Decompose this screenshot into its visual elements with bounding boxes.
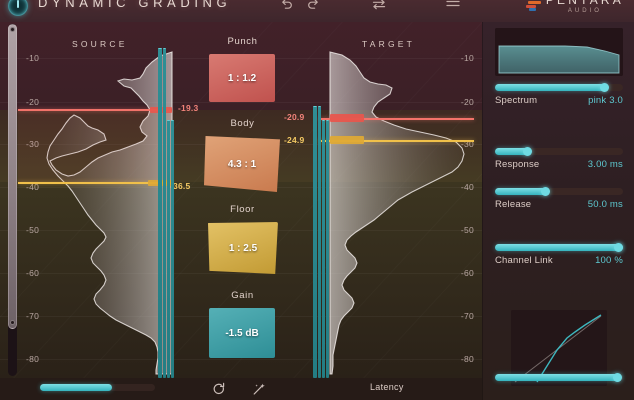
channel-link-label: Channel Link [495, 255, 553, 266]
title-bar: DYNAMIC GRADING [0, 0, 634, 22]
brand-subtitle: AUDIO [567, 8, 602, 14]
slider-track-fill [8, 24, 17, 329]
target-panel-title: TARGET [362, 39, 416, 49]
brand-logo: PENTARA AUDIO [525, 0, 624, 14]
gridline [0, 359, 482, 360]
master-level-slider[interactable] [8, 24, 17, 376]
bottom-level-slider[interactable] [40, 384, 155, 391]
transfer-curve-display[interactable] [511, 310, 607, 386]
target-red-marker[interactable] [330, 114, 364, 122]
response-slider-knob[interactable] [523, 147, 533, 156]
release-slider-track[interactable] [495, 187, 623, 196]
target-threshold-gold-line[interactable] [318, 140, 474, 142]
band-value-punch[interactable]: 1 : 1.2 [209, 54, 275, 102]
source-red-readout: -19.3 [178, 103, 199, 113]
bottom-slider-fill [40, 384, 112, 391]
spectrum-display[interactable] [495, 28, 623, 76]
source-panel-title: SOURCE [72, 39, 128, 49]
channel-link-control[interactable]: Channel Link 100 % [495, 243, 623, 266]
source-meter-bar [158, 48, 162, 378]
band-value-gain[interactable]: -1.5 dB [209, 308, 275, 358]
settings-panel: Spectrum pink 3.0 Response 3.00 ms Relea… [482, 22, 634, 400]
gridline [0, 273, 482, 274]
target-meter-bar [313, 106, 317, 378]
band-label-gain: Gain [231, 290, 254, 301]
target-threshold-red-line[interactable] [318, 118, 474, 120]
slider-knob-bottom[interactable] [10, 320, 15, 325]
spectrum-slider-track[interactable] [495, 83, 623, 92]
spectrum-slider-knob[interactable] [599, 83, 609, 92]
band-label-punch: Punch [227, 36, 258, 47]
source-meter-bar [167, 120, 170, 378]
swap-arrows-icon[interactable] [370, 0, 388, 13]
target-histogram [310, 22, 482, 378]
channel-link-slider-fill [495, 244, 623, 251]
latency-label: Latency [370, 382, 404, 392]
band-control-gain[interactable]: Gain -1.5 dB [195, 290, 290, 366]
band-label-body: Body [230, 118, 255, 129]
magic-wand-icon[interactable] [250, 380, 268, 398]
slider-knob-top[interactable] [10, 27, 15, 32]
band-label-floor: Floor [230, 204, 255, 215]
release-slider-knob[interactable] [541, 187, 551, 196]
target-meter-bar [326, 120, 329, 378]
spectrum-control[interactable]: Spectrum pink 3.0 [495, 83, 623, 106]
release-value: 50.0 ms [587, 199, 623, 210]
spectrum-label: Spectrum [495, 95, 538, 106]
source-histogram [0, 22, 180, 378]
gridline [0, 102, 482, 103]
source-gold-readout: -36.5 [170, 181, 191, 191]
response-control[interactable]: Response 3.00 ms [495, 147, 623, 170]
release-control[interactable]: Release 50.0 ms [495, 187, 623, 210]
output-slider-track[interactable] [495, 373, 623, 382]
channel-link-slider-knob[interactable] [614, 243, 623, 252]
level-histogram-area: -10 -20 -30 -40 -50 -60 -70 -80 -10 -20 … [0, 22, 482, 378]
undo-icon[interactable] [278, 0, 296, 13]
output-slider-knob[interactable] [612, 373, 622, 382]
power-circle-icon[interactable] [8, 0, 28, 16]
brand-name: PENTARA [545, 0, 624, 7]
page-title: DYNAMIC GRADING [38, 0, 232, 10]
band-control-punch[interactable]: Punch 1 : 1.2 [195, 36, 290, 108]
output-control[interactable] [495, 373, 623, 382]
output-slider-fill [495, 374, 618, 381]
source-meter-bar [171, 120, 174, 378]
pentara-mark-icon [525, 0, 541, 12]
response-value: 3.00 ms [587, 159, 623, 170]
band-control-body[interactable]: Body 4.3 : 1 [195, 118, 290, 198]
target-gold-readout: -24.9 [284, 135, 305, 145]
spectrum-value: pink 3.0 [588, 95, 623, 106]
source-threshold-red-line[interactable] [18, 109, 172, 111]
source-meter-bar [163, 48, 166, 378]
spectrum-slider-fill [495, 84, 606, 91]
band-value-floor[interactable]: 1 : 2.5 [208, 222, 278, 274]
channel-link-slider-track[interactable] [495, 243, 623, 252]
channel-link-value: 100 % [595, 255, 623, 266]
target-red-readout: -20.9 [284, 112, 305, 122]
release-label: Release [495, 199, 532, 210]
redo-icon[interactable] [304, 0, 322, 13]
response-slider-fill [495, 148, 529, 155]
target-gold-marker[interactable] [330, 136, 364, 144]
release-slider-fill [495, 188, 547, 195]
source-threshold-gold-line[interactable] [18, 182, 172, 184]
source-threshold-zone [18, 110, 172, 182]
response-slider-track[interactable] [495, 147, 623, 156]
response-label: Response [495, 159, 540, 170]
hamburger-menu-icon[interactable] [444, 0, 462, 13]
reset-loop-icon[interactable] [210, 380, 228, 398]
band-value-body[interactable]: 4.3 : 1 [204, 136, 280, 192]
bottom-toolbar: Latency [0, 378, 482, 400]
band-control-floor[interactable]: Floor 1 : 2.5 [195, 204, 290, 280]
target-meter-bar [318, 106, 321, 378]
target-meter-bar [322, 120, 325, 378]
